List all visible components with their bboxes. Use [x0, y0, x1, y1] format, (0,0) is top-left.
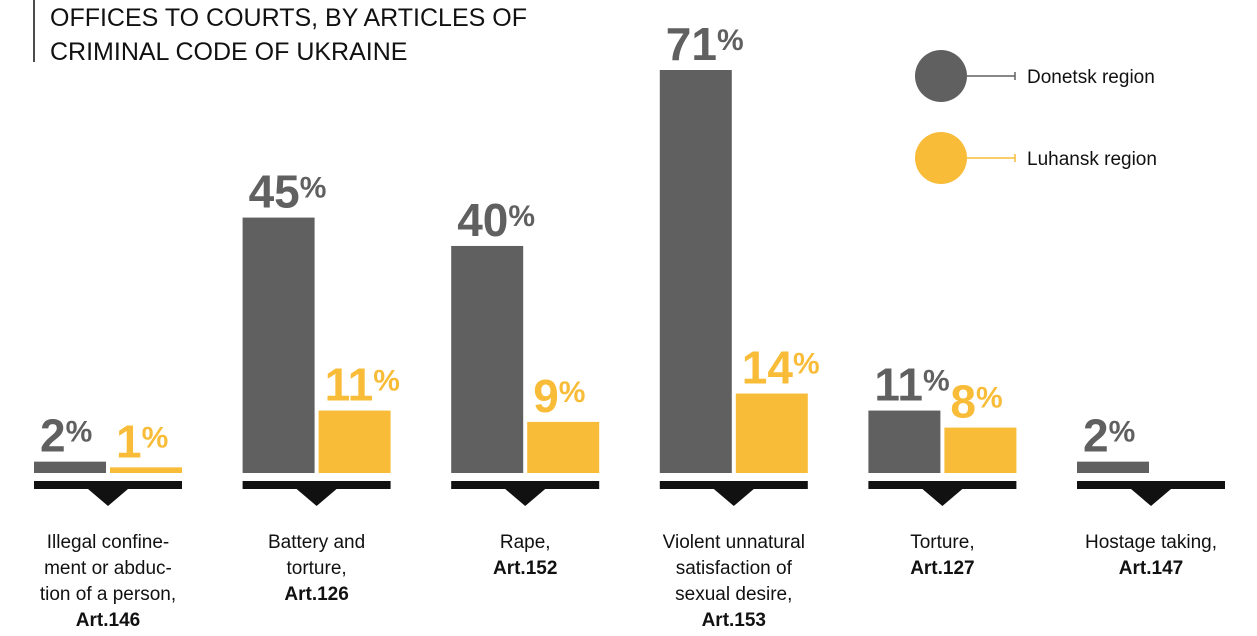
- value-unit: %: [66, 416, 93, 449]
- bar: [34, 461, 106, 473]
- value-label: 45%: [249, 166, 327, 218]
- value-number: 45: [249, 166, 300, 218]
- bar: [735, 393, 808, 473]
- base-bar: [451, 481, 600, 489]
- chart-title: CRIMINAL CODE OF UKRAINE: [50, 38, 407, 66]
- value-label: 1%: [116, 415, 168, 467]
- value-number: 11: [874, 359, 923, 411]
- category-label: torture,: [286, 558, 346, 579]
- category-label: Battery and: [268, 532, 365, 553]
- value-label: 71%: [666, 18, 744, 70]
- base-bar: [1077, 481, 1225, 489]
- category-label: satisfaction of: [676, 558, 793, 579]
- bar: [318, 410, 391, 473]
- value-label: 2%: [1083, 410, 1135, 462]
- category-label: ment or abduc-: [44, 558, 172, 579]
- value-unit: %: [508, 200, 535, 233]
- category-label: Violent unnatural: [663, 532, 805, 553]
- value-unit: %: [300, 172, 327, 205]
- legend-swatch: [915, 132, 967, 184]
- value-unit: %: [1109, 416, 1136, 449]
- value-label: 2%: [40, 410, 92, 462]
- article-label: Art.147: [1119, 558, 1183, 579]
- value-number: 14: [742, 342, 794, 394]
- legend-label: Donetsk region: [1027, 67, 1155, 88]
- value-label: 11%: [874, 359, 949, 411]
- category-label: Torture,: [910, 532, 974, 553]
- base-bar: [34, 481, 182, 489]
- category-label: Rape,: [500, 532, 551, 553]
- bar: [944, 427, 1017, 473]
- legend-label: Luhansk region: [1027, 149, 1157, 170]
- category-label: sexual desire,: [675, 584, 792, 605]
- value-label: 8%: [950, 376, 1002, 428]
- base-pointer: [713, 489, 754, 506]
- bar: [110, 467, 182, 473]
- base-pointer: [296, 489, 337, 506]
- category-label: tion of a person,: [40, 584, 176, 605]
- category-label: Illegal confine-: [47, 532, 170, 553]
- value-number: 2: [1083, 410, 1109, 462]
- value-label: 14%: [742, 342, 820, 394]
- base-bar: [868, 481, 1017, 489]
- value-number: 71: [666, 18, 717, 70]
- value-unit: %: [717, 24, 744, 57]
- value-number: 9: [533, 370, 559, 422]
- value-number: 1: [116, 415, 142, 467]
- bar: [527, 421, 600, 473]
- value-unit: %: [142, 421, 169, 454]
- article-label: Art.146: [76, 610, 140, 631]
- value-unit: %: [373, 365, 400, 398]
- value-number: 2: [40, 410, 66, 462]
- value-label: 40%: [457, 194, 535, 246]
- legend-swatch: [915, 50, 967, 102]
- value-number: 8: [950, 376, 976, 428]
- bar: [451, 245, 524, 473]
- base-bar: [659, 481, 808, 489]
- value-unit: %: [793, 348, 820, 381]
- bar: [242, 217, 315, 473]
- category-label: Hostage taking,: [1085, 532, 1217, 553]
- base-pointer: [88, 489, 128, 506]
- chart-title: OFFICES TO COURTS, BY ARTICLES OF: [50, 4, 527, 32]
- base-pointer: [922, 489, 963, 506]
- base-bar: [242, 481, 391, 489]
- article-label: Art.153: [702, 610, 766, 631]
- value-label: 11%: [325, 359, 400, 411]
- bar: [1077, 461, 1149, 473]
- article-label: Art.127: [910, 558, 974, 579]
- value-unit: %: [976, 382, 1003, 415]
- value-unit: %: [559, 376, 586, 409]
- bar: [659, 70, 732, 473]
- value-unit: %: [923, 365, 950, 398]
- base-pointer: [1131, 489, 1171, 506]
- value-number: 11: [325, 359, 374, 411]
- article-label: Art.126: [284, 584, 348, 605]
- bar: [868, 410, 941, 473]
- value-label: 9%: [533, 370, 585, 422]
- article-label: Art.152: [493, 558, 557, 579]
- base-pointer: [505, 489, 546, 506]
- value-number: 40: [457, 194, 508, 246]
